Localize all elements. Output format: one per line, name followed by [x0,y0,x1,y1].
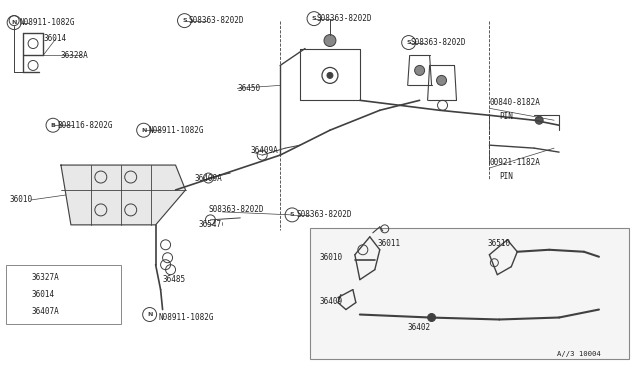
Circle shape [415,65,424,76]
Text: N08911-1082G: N08911-1082G [148,126,204,135]
Text: S08363-8202D: S08363-8202D [189,16,244,25]
Text: S08363-8202D: S08363-8202D [296,211,351,219]
Text: 36409A: 36409A [250,145,278,155]
Text: S: S [312,16,316,21]
Text: 36011: 36011 [378,239,401,248]
Text: N: N [141,128,147,133]
Circle shape [428,314,436,321]
Bar [6,265,121,324]
Circle shape [436,76,447,86]
Text: B08116-8202G: B08116-8202G [57,121,113,130]
Text: 36328A: 36328A [61,51,89,60]
Text: 00840-8182A: 00840-8182A [490,98,540,107]
Text: S: S [182,18,187,23]
Text: 36409A: 36409A [195,173,222,183]
Polygon shape [61,165,186,225]
Text: S08363-8202D: S08363-8202D [411,38,466,47]
Text: 36547: 36547 [198,220,221,230]
Text: A//3 10004: A//3 10004 [557,352,601,357]
Text: 00921-1182A: 00921-1182A [490,158,540,167]
Circle shape [324,35,336,46]
Text: N: N [147,312,152,317]
Text: PIN: PIN [499,171,513,180]
Text: 36450: 36450 [237,84,260,93]
Text: S08363-8202D: S08363-8202D [316,14,371,23]
Text: 36014: 36014 [43,34,66,43]
Text: N08911-1082G: N08911-1082G [159,313,214,322]
Text: N: N [12,20,17,25]
Text: 36409: 36409 [320,297,343,306]
Text: 36010: 36010 [320,253,343,262]
Bar [310,228,629,359]
Text: S: S [406,40,411,45]
Text: 36014: 36014 [31,290,54,299]
Text: 36327A: 36327A [31,273,59,282]
Text: S: S [290,212,294,217]
Text: B: B [51,123,56,128]
Text: 36402: 36402 [408,323,431,332]
Text: 36510: 36510 [488,239,511,248]
Text: N08911-1082G: N08911-1082G [19,18,75,27]
Circle shape [10,290,20,299]
Circle shape [327,73,333,78]
Text: S08363-8202D: S08363-8202D [209,205,264,214]
Text: 36407A: 36407A [31,307,59,316]
Circle shape [31,276,35,280]
Circle shape [535,116,543,124]
Text: 36010: 36010 [9,195,32,205]
Text: 36485: 36485 [163,275,186,284]
Text: PIN: PIN [499,112,513,121]
